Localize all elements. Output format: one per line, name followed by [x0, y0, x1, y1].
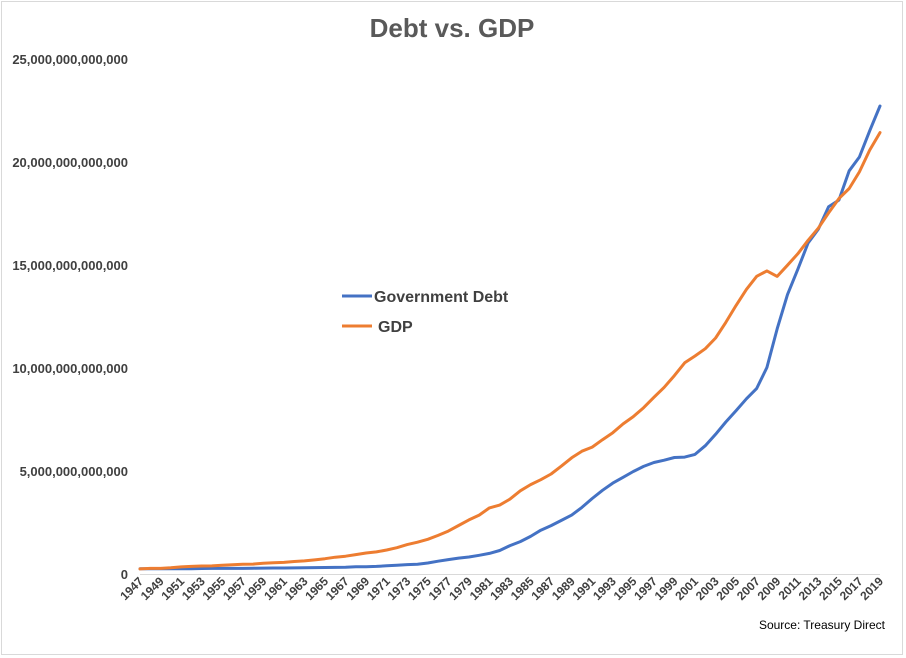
series-line-government-debt — [138, 104, 882, 571]
y-axis: 0 5,000,000,000,000 10,000,000,000,000 15,0… — [12, 52, 128, 582]
y-tick-label: 20,000,000,000,000 — [12, 155, 128, 170]
series-layer — [138, 104, 882, 571]
x-axis: 1947194919511953195519571959196119631965… — [117, 574, 886, 603]
y-tick-label: 0 — [121, 567, 128, 582]
legend: Government Debt GDP — [342, 289, 509, 336]
x-tick-label: 2019 — [857, 574, 886, 603]
y-tick-label: 10,000,000,000,000 — [12, 361, 128, 376]
legend-label-government-debt: Government Debt — [374, 289, 509, 306]
chart-title: Debt vs. GDP — [370, 13, 535, 43]
series-line-gdp — [138, 131, 882, 571]
y-tick-label: 15,000,000,000,000 — [12, 258, 128, 273]
y-tick-label: 25,000,000,000,000 — [12, 52, 128, 67]
y-tick-label: 5,000,000,000,000 — [20, 464, 128, 479]
source-note: Source: Treasury Direct — [759, 618, 886, 632]
legend-label-gdp: GDP — [378, 319, 413, 336]
